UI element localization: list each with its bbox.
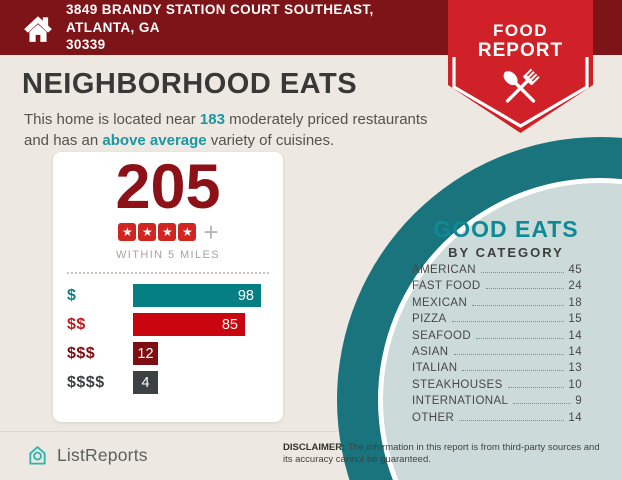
price-bar-row: $98: [53, 284, 283, 307]
brand-name: ListReports: [57, 445, 148, 465]
category-label: ASIAN: [412, 345, 449, 358]
category-label: ITALIAN: [412, 362, 458, 375]
category-label: AMERICAN: [412, 264, 476, 276]
category-value: 24: [568, 280, 582, 293]
dotted-leader: [462, 370, 565, 372]
price-tier-value: 85: [221, 316, 238, 333]
dotted-leader: [472, 304, 565, 306]
variety-highlight: above average: [102, 131, 207, 149]
dotted-leader: [476, 337, 565, 339]
category-value: 10: [568, 378, 582, 391]
category-row: STEAKHOUSES 10: [412, 379, 582, 395]
price-tier-value: 4: [141, 374, 150, 391]
home-icon: [24, 15, 52, 42]
intro-paragraph: This home is located near 183 moderately…: [24, 110, 456, 151]
price-tier-label: $$$: [67, 344, 96, 362]
intro-post: variety of cuisines.: [206, 131, 335, 149]
radius-caption: WITHIN 5 MILES: [116, 249, 220, 261]
category-value: 13: [568, 362, 582, 375]
category-value: 45: [568, 264, 582, 276]
listreports-icon: [29, 446, 46, 465]
disclaimer-text: The information in this report is from t…: [283, 442, 600, 466]
listreports-logo: ListReports: [26, 444, 148, 467]
category-label: FAST FOOD: [412, 280, 481, 293]
category-row: SEAFOOD 14: [412, 330, 582, 346]
price-bar-row: $$$$ 4: [53, 371, 283, 394]
property-address: 3849 BRANDY STATION COURT SOUTHEAST, ATL…: [66, 1, 436, 54]
category-label: PIZZA: [412, 313, 447, 326]
dotted-leader: [513, 403, 572, 405]
price-tier-value: 12: [137, 345, 154, 362]
restaurant-stats-card: 205 ★ ★ ★ ★ + WITHIN 5 MILES $98 $$ 85 $$$ 12 $$$…: [53, 152, 283, 422]
category-label: INTERNATIONAL: [412, 395, 509, 408]
category-row: MEXICAN 18: [412, 297, 582, 313]
star-icon: ★: [178, 223, 197, 241]
dotted-leader: [459, 419, 565, 421]
star-icon: ★: [138, 223, 157, 241]
price-tier-label: $: [67, 286, 77, 304]
category-row: OTHER 14: [412, 412, 582, 428]
good-eats-title: GOOD EATS: [433, 216, 579, 242]
dotted-leader: [453, 353, 565, 355]
category-value: 14: [568, 345, 582, 358]
category-value: 14: [568, 329, 582, 342]
dotted-leader: [480, 272, 565, 273]
price-bars: $98 $$ 85 $$$ 12 $$$$ 4: [53, 284, 283, 394]
address-line1: 3849 BRANDY STATION COURT SOUTHEAST, ATL…: [66, 2, 374, 35]
badge-label-food: FOOD: [493, 21, 548, 40]
category-value: 9: [575, 395, 582, 408]
restaurant-count: 183: [199, 111, 225, 128]
dotted-leader: [507, 386, 565, 388]
total-restaurants: 205: [115, 152, 221, 222]
category-row: ASIAN 14: [412, 346, 582, 362]
price-tier-bar: 98: [133, 284, 261, 307]
category-value: 18: [568, 296, 582, 309]
category-value: 14: [568, 411, 582, 424]
good-eats-heading: GOOD EATS BY CATEGORY: [406, 216, 606, 260]
dotted-divider: [67, 272, 269, 274]
page-title: NEIGHBORHOOD EATS: [22, 68, 358, 100]
category-row: ITALIAN 13: [412, 362, 582, 378]
star-icon: ★: [158, 223, 177, 241]
dotted-leader: [485, 288, 565, 290]
disclaimer-label: DISCLAIMER:: [283, 442, 346, 453]
price-tier-value: 98: [237, 287, 254, 304]
category-label: STEAKHOUSES: [412, 378, 503, 391]
plus-sign: +: [203, 217, 219, 247]
price-bar-row: $$$ 12: [53, 342, 283, 365]
category-list: AMERICAN 45 FAST FOOD 24 MEXICAN 18 PIZZA 15 SEA…: [412, 264, 582, 428]
footer-divider: [0, 431, 622, 432]
category-row: PIZZA 15: [412, 313, 582, 329]
category-value: 15: [568, 313, 582, 326]
category-label: OTHER: [412, 411, 455, 424]
category-row: INTERNATIONAL 9: [412, 395, 582, 411]
price-bar-row: $$ 85: [53, 313, 283, 336]
star-rating: ★ ★ ★ ★ +: [53, 217, 283, 247]
star-icon: ★: [118, 223, 137, 241]
price-tier-bar: 12: [133, 342, 158, 365]
fork-spoon-icon: [503, 68, 540, 103]
category-label: MEXICAN: [412, 296, 468, 309]
address-line2: 30339: [66, 37, 106, 53]
food-report-badge: FOOD REPORT: [448, 0, 593, 133]
category-label: SEAFOOD: [412, 329, 472, 342]
price-tier-bar: 4: [133, 371, 158, 394]
price-tier-bar: 85: [133, 313, 245, 336]
intro-mid: moderately priced restaurants and has an: [24, 111, 428, 149]
intro-pre: This home is located near: [24, 111, 200, 128]
good-eats-subtitle: BY CATEGORY: [448, 245, 564, 260]
category-row: AMERICAN 45: [412, 264, 582, 280]
price-tier-label: $$: [67, 315, 86, 333]
price-tier-label: $$$$: [67, 373, 105, 391]
category-row: FAST FOOD 24: [412, 280, 582, 296]
dotted-leader: [451, 321, 565, 323]
disclaimer: DISCLAIMER: The information in this repo…: [283, 442, 605, 467]
badge-label-report: REPORT: [478, 40, 563, 61]
